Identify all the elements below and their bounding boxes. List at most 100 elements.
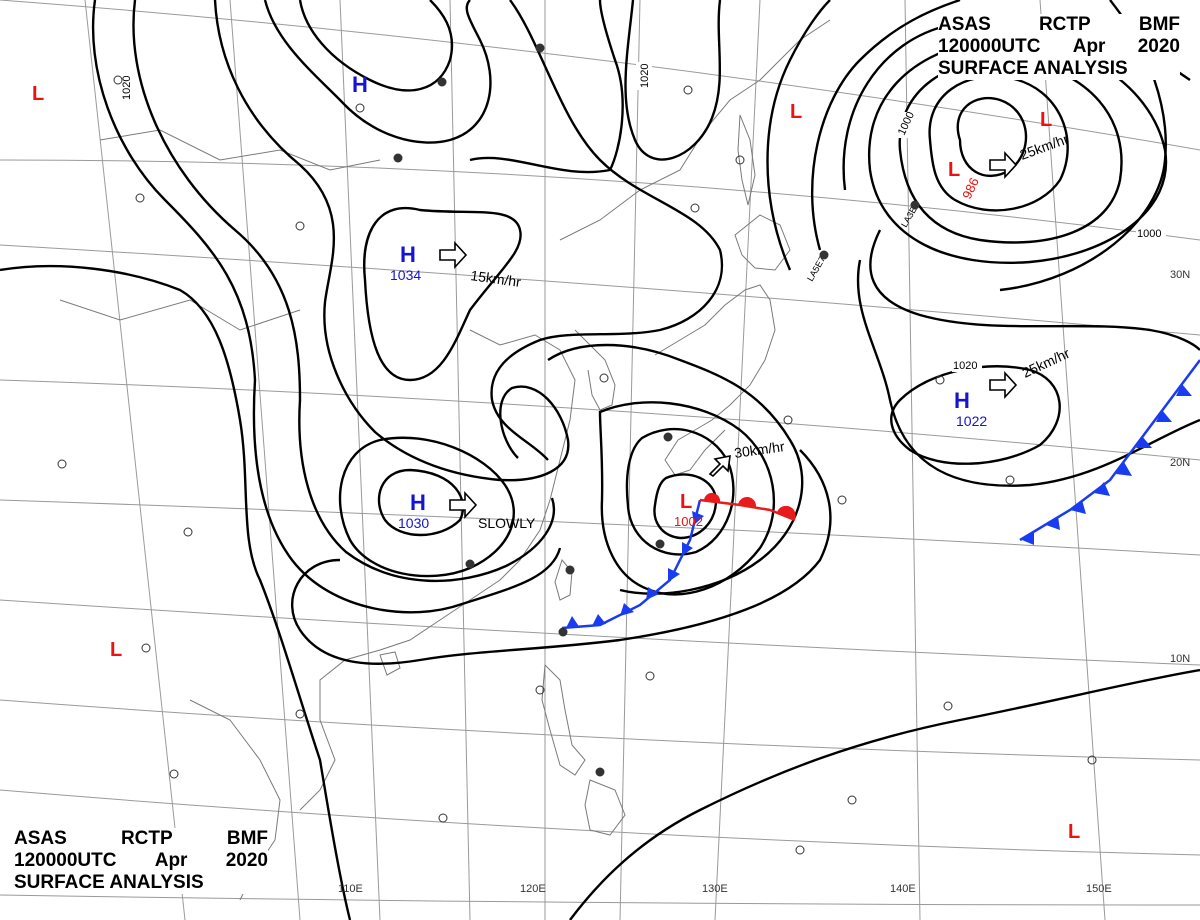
header-line-3: SURFACE ANALYSIS [938,58,1180,80]
header-line-2: 120000UTC Apr 2020 [938,36,1180,58]
station-circle-icon [783,415,793,425]
low-pressure-icon: L [1068,821,1080,843]
header-time: 120000UTC [938,36,1041,57]
station-circle-icon [847,795,857,805]
station-circle-icon [795,845,805,855]
header-line-1: ASAS RCTP BMF [14,828,268,850]
motion-arrow-icon [989,150,1018,180]
header-line-1: ASAS RCTP BMF [938,14,1180,36]
station-circle-icon [141,643,151,653]
inland-border-2 [59,299,301,331]
isobar [298,0,454,92]
pressure-centers: H H 1034 H 1030 H 1022 L 1002 L 986 L L … [32,72,1080,843]
low-pressure-icon: L [110,639,122,661]
station-circle-icon [1087,755,1097,765]
station-circle-icon [819,250,829,260]
isobar [598,401,775,596]
isobar [624,0,722,161]
lon-labels: 110E 120E 130E 140E 150E [338,883,1112,895]
station-circle-icon [183,527,193,537]
station-circle-icon [393,153,403,163]
isobar [869,229,1200,351]
low-pressure-icon: L [32,83,44,105]
header-title: SURFACE ANALYSIS [938,58,1128,79]
header-year: 2020 [225,850,268,871]
isobar [569,668,1200,920]
isobar [766,0,831,271]
sakhalin-coast [737,114,756,206]
station-circle-icon [943,701,953,711]
korea-coast [574,329,616,411]
station-circle-icon [57,459,67,469]
luzon-coast [541,663,586,776]
high-pressure-icon: H [954,388,970,413]
hainan-coast [379,651,401,676]
low-pressure-icon: L [948,159,960,181]
motion-arrow-icon [989,370,1018,400]
isobar [653,473,718,540]
chart-header-bottom-left: ASAS RCTP BMF 120000UTC Apr 2020 SURFACE… [14,828,268,894]
isobar-label: 1020 [639,64,651,88]
station-circle-icon [355,103,365,113]
header-line-3: SURFACE ANALYSIS [14,872,268,894]
low-pressure-icon: L [680,491,692,513]
cold-front [561,359,1200,630]
header-year: 2020 [1137,36,1180,57]
isobar-label: 1020 [121,76,133,100]
header-line-2: 120000UTC Apr 2020 [14,850,268,872]
station-circle-icon [910,200,920,210]
station-circle-icon [935,375,945,385]
station-circle-icon [535,43,545,53]
china-coast [299,329,576,811]
station-circle-icon [135,193,145,203]
header-month: Apr [154,850,188,871]
motion-arrow-icon [439,240,468,270]
motion-arrows [439,150,1018,520]
isobar [290,449,832,665]
hokkaido-coast [734,214,791,271]
lat-labels: 30N 20N 10N [1170,269,1190,665]
motion-arrow-icon [708,454,731,478]
isobar [490,0,724,461]
station-circle-icon [683,85,693,95]
station-circle-icon [837,495,847,505]
header-time: 120000UTC [14,850,117,871]
header-region: ASAS [14,828,67,849]
pressure-value: 1002 [674,514,703,529]
lon-label: 130E [702,883,728,895]
header-source: BMF [226,828,268,849]
isobar [0,264,352,920]
isobar [547,343,804,595]
station-circle-icon [663,432,673,442]
isobar-label: 1000 [1137,228,1161,240]
station-plots [57,43,1097,855]
isobar [132,0,555,583]
isobar [810,0,961,251]
isobar [469,0,624,174]
lon-label: 140E [890,883,916,895]
lon-label: 150E [1086,883,1112,895]
lat-label: 10N [1170,653,1190,665]
isobar [956,97,1028,178]
motion-arrow-icon [449,490,478,520]
station-circle-icon [735,155,745,165]
header-region: ASAS [938,14,991,35]
lat-label: 20N [1170,457,1190,469]
chart-header-top-right: ASAS RCTP BMF 120000UTC Apr 2020 SURFACE… [938,14,1180,80]
header-station: RCTP [120,828,173,849]
station-circle-icon [295,709,305,719]
header-month: Apr [1072,36,1106,57]
station-circle-icon [535,685,545,695]
pressure-value: 1022 [956,413,987,429]
motion-label: SLOWLY [478,515,536,531]
pressure-value: 1030 [398,515,429,531]
warm-front [699,492,796,522]
station-circle-icon [645,671,655,681]
inland-border-1 [99,129,381,171]
low-pressure-icon: L [1040,109,1052,131]
station-circle-icon [438,813,448,823]
motion-label: 30km/hr [733,438,786,461]
isobar [625,427,735,556]
